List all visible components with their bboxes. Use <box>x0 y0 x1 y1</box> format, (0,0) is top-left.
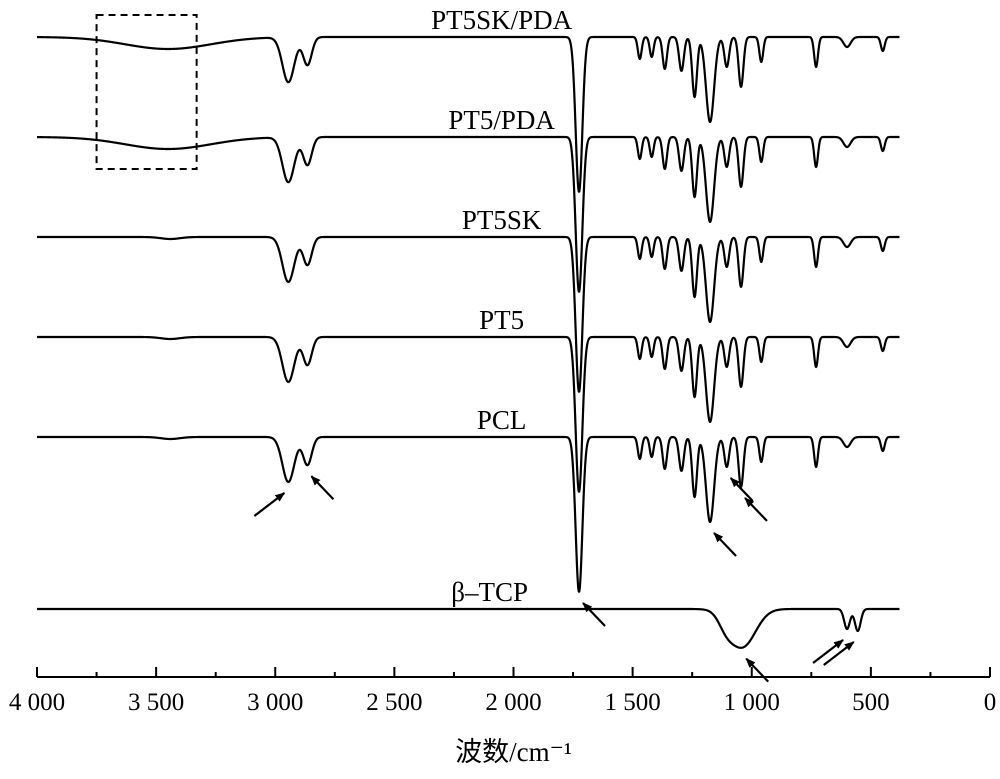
series-label-layer: PT5SK/PDA PT5/PDA PT5SK PT5 PCL β–TCP <box>431 5 573 607</box>
highlight-box-oh-region <box>95 14 198 170</box>
annotation-arrow-600-7 <box>812 639 844 664</box>
annotation-arrow-1040-6 <box>745 657 770 683</box>
series-line-pt5 <box>36 335 901 493</box>
series-line-tcp <box>36 607 901 649</box>
series-label-pcl: PCL <box>477 405 527 435</box>
series-label-tcp: β–TCP <box>451 577 528 607</box>
x-tick-label-0: 0 <box>984 689 997 716</box>
series-line-pcl <box>36 435 901 593</box>
series-label-pt5: PT5 <box>479 305 524 335</box>
series-label-pt5sk-pda: PT5SK/PDA <box>431 5 573 35</box>
annotation-arrow-1105-4 <box>729 477 754 502</box>
annotation-arrow-1725-2 <box>582 602 606 627</box>
x-tick-label-3000: 3 000 <box>247 689 303 716</box>
annotation-arrow-2865-1 <box>310 475 335 501</box>
annotation-arrow-555-8 <box>823 641 855 666</box>
x-tick-label-4000: 4 000 <box>9 689 65 716</box>
x-tick-label-1500: 1 500 <box>605 689 661 716</box>
x-axis-title: 波数/cm⁻¹ <box>455 737 572 767</box>
x-tick-label-1000: 1 000 <box>724 689 780 716</box>
x-tick-label-2500: 2 500 <box>366 689 422 716</box>
series-layer <box>36 35 901 649</box>
annotation-arrow-1175-3 <box>713 532 737 557</box>
x-axis: 4 000 3 500 3 000 2 500 2 000 1 500 1 000 500 0 波… <box>9 667 996 767</box>
x-tick-label-3500: 3 500 <box>128 689 184 716</box>
annotation-arrow-2945-0 <box>253 492 286 517</box>
series-label-pt5sk: PT5SK <box>462 205 542 235</box>
series-label-pt5-pda: PT5/PDA <box>448 105 555 135</box>
series-line-pt5-pda <box>36 135 901 293</box>
x-tick-label-2000: 2 000 <box>485 689 541 716</box>
annotation-arrow-1045-5 <box>744 497 768 522</box>
series-line-pt5sk-pda <box>36 35 901 193</box>
series-line-pt5sk <box>36 235 901 393</box>
x-tick-label-500: 500 <box>852 689 890 716</box>
